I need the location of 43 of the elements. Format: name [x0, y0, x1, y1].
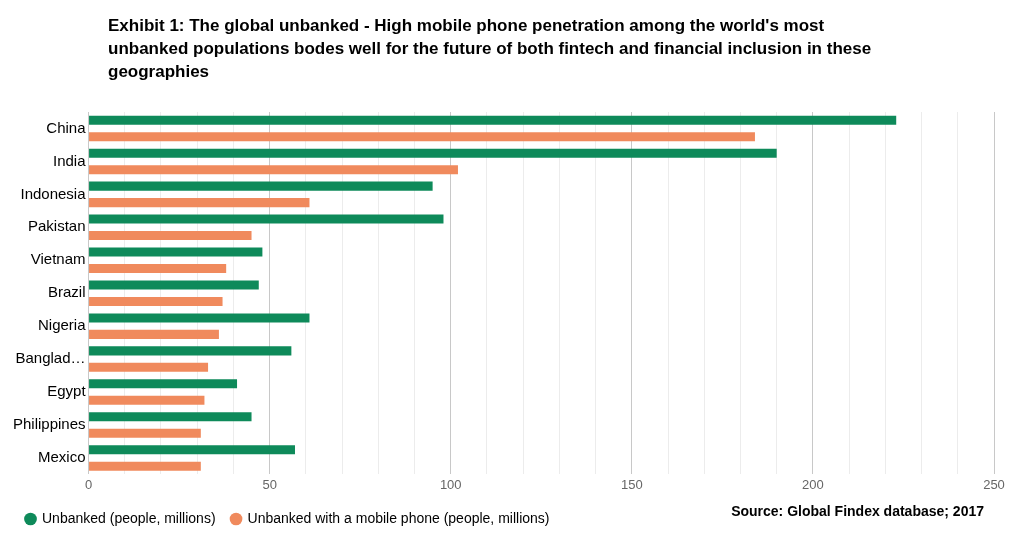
x-tick-label: 100	[439, 476, 462, 492]
y-tick-label: Banglad…	[15, 349, 86, 367]
y-tick-label: Vietnam	[30, 250, 86, 268]
legend-label: Unbanked (people, millions)	[42, 509, 216, 526]
bar	[89, 181, 433, 191]
bar	[89, 231, 252, 241]
x-tick-label: 150	[620, 476, 643, 492]
bar	[89, 395, 205, 405]
bar	[89, 263, 227, 274]
x-tick-label: 50	[262, 476, 277, 492]
y-tick-label: Egypt	[47, 382, 87, 400]
bar	[89, 379, 238, 389]
bar	[89, 445, 295, 455]
y-tick-label: Nigeria	[38, 316, 87, 334]
bar	[89, 412, 252, 422]
bar	[89, 362, 209, 372]
y-tick-label: Indonesia	[20, 184, 87, 202]
legend-label: Unbanked with a mobile phone (people, millions)	[247, 509, 550, 526]
bar	[89, 296, 223, 306]
bar	[89, 346, 292, 356]
bar	[89, 461, 201, 471]
y-tick-label: Philippines	[13, 415, 86, 433]
y-tick-label: Brazil	[48, 283, 86, 301]
chart-title: Exhibit 1: The global unbanked - High mobile phone penetration among the world's most unbanked populations bodes well for the future of both fintech and financial inclusion in these geographies	[108, 15, 873, 83]
source-note: Source: Global Findex database; 2017	[731, 503, 984, 519]
x-tick-label: 0	[84, 476, 93, 492]
x-tick-label: 200	[802, 476, 824, 492]
bar	[89, 313, 310, 323]
bar	[89, 428, 201, 438]
bar	[89, 115, 897, 125]
bar	[89, 247, 263, 257]
y-tick-label: China	[46, 118, 87, 136]
y-tick-label: Mexico	[38, 448, 86, 466]
bar	[89, 198, 310, 208]
bar	[89, 329, 219, 339]
bar	[89, 165, 458, 175]
y-tick-label: India	[53, 151, 87, 169]
bar	[89, 214, 444, 224]
bar	[89, 148, 777, 158]
bar	[89, 132, 755, 142]
x-tick-label: 250	[983, 476, 1005, 492]
bar	[89, 280, 259, 290]
y-tick-label: Pakistan	[28, 217, 86, 235]
